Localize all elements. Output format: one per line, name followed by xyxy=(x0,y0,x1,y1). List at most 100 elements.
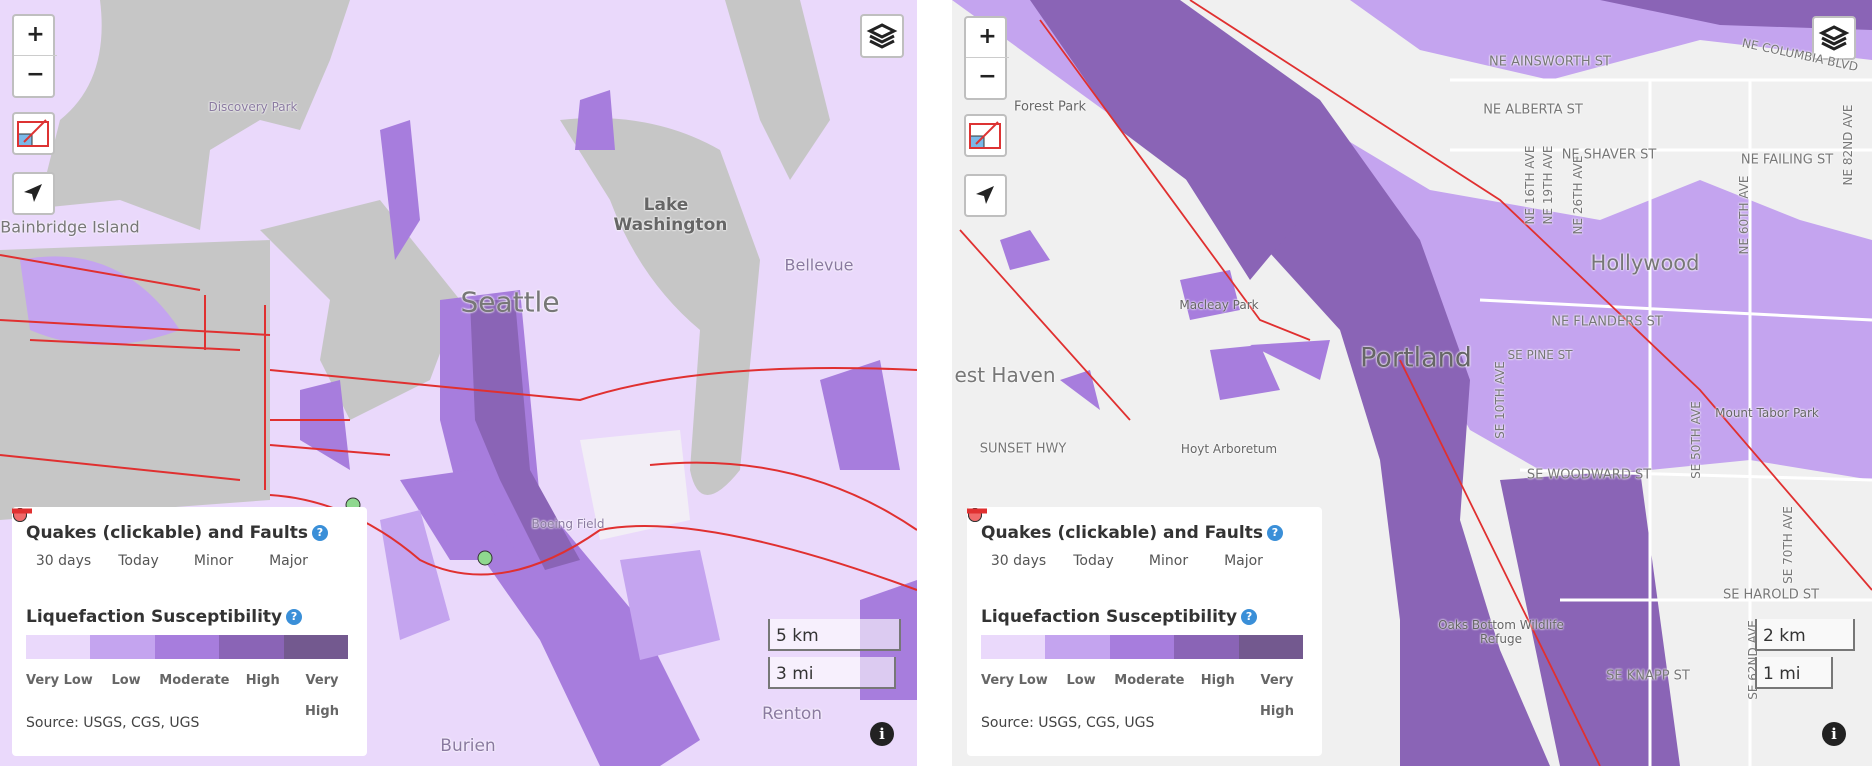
legend-item: Minor xyxy=(12,509,251,591)
color-swatch xyxy=(1045,635,1110,659)
place-label: est Haven xyxy=(954,363,1056,387)
info-button[interactable]: i xyxy=(870,722,894,746)
legend-subtitle-text: Liquefaction Susceptibility xyxy=(26,607,283,627)
legend-title-text: Quakes (clickable) and Faults xyxy=(981,523,1263,543)
place-label: SE HAROLD ST xyxy=(1722,587,1820,603)
place-label: SUNSET HWY xyxy=(979,441,1067,457)
place-label: Bainbridge Island xyxy=(0,217,140,237)
place-label: Renton xyxy=(761,704,823,724)
place-label: Lake Washington xyxy=(613,195,728,235)
place-label: SE KNAPP ST xyxy=(1606,668,1690,684)
place-label: Boeing Field xyxy=(531,517,605,531)
color-swatch xyxy=(1238,635,1304,659)
legend-item-label: 30 days xyxy=(35,553,92,569)
legend-subtitle: Liquefaction Susceptibility? xyxy=(26,607,353,627)
class-label: Low xyxy=(111,673,141,688)
help-icon[interactable]: ? xyxy=(1241,609,1258,625)
measure-button[interactable] xyxy=(12,112,55,155)
help-icon[interactable]: ? xyxy=(286,609,303,625)
legend-title-text: Quakes (clickable) and Faults xyxy=(26,523,308,543)
place-label: Hoyt Arboretum xyxy=(1180,442,1278,456)
locate-button[interactable] xyxy=(964,174,1007,217)
legend: Quakes (clickable) and Faults? 30 days Tod… xyxy=(12,507,367,756)
layers-button[interactable] xyxy=(1812,16,1856,60)
help-icon[interactable]: ? xyxy=(1266,525,1283,541)
zoom-in[interactable]: + xyxy=(966,18,1009,58)
place-label: NE 26TH AVE xyxy=(1571,155,1585,235)
place-label: NE SHAVER ST xyxy=(1561,147,1657,163)
color-swatch xyxy=(26,635,91,659)
place-label: NE AINSWORTH ST xyxy=(1489,54,1611,70)
place-label: Oaks Bottom Wildlife Refuge xyxy=(1438,618,1564,646)
zoom-control: + − xyxy=(964,16,1009,100)
measure-icon xyxy=(969,121,1001,149)
legend-item: 30 days xyxy=(968,508,1056,591)
quake-items: 30 days Today Minor Major xyxy=(967,508,1308,591)
legend-symbol xyxy=(967,509,1206,591)
place-label: Mount Tabor Park xyxy=(1715,406,1819,420)
class-label: Low xyxy=(1066,673,1096,688)
place-label: Portland xyxy=(1360,342,1472,374)
place-label: SE WOODWARD ST xyxy=(1526,467,1652,483)
zoom-out[interactable]: − xyxy=(26,62,45,87)
help-icon[interactable]: ? xyxy=(311,525,328,541)
measure-icon xyxy=(17,119,49,147)
legend-item: Major xyxy=(967,508,1281,591)
legend-item-label: Today xyxy=(118,553,159,569)
legend-source: Source: USGS, CGS, UGS xyxy=(26,715,200,731)
legend: Quakes (clickable) and Faults? 30 days Tod… xyxy=(967,507,1322,756)
quake-items: 30 days Today Minor Major xyxy=(12,508,353,591)
class-label: Moderate xyxy=(1114,673,1185,688)
class-label: High xyxy=(1200,673,1235,688)
place-label: NE 19TH AVE xyxy=(1541,145,1555,225)
zoom-in[interactable]: + xyxy=(14,16,57,56)
class-label: High xyxy=(245,673,280,688)
layers-icon xyxy=(866,23,898,49)
locate-button[interactable] xyxy=(12,172,55,215)
class-label: Very Low xyxy=(981,673,1048,688)
legend-subtitle-text: Liquefaction Susceptibility xyxy=(981,607,1238,627)
legend-title: Quakes (clickable) and Faults? xyxy=(26,523,353,543)
locate-icon xyxy=(24,184,42,202)
place-label: NE 16TH AVE xyxy=(1523,145,1537,225)
place-label: Forest Park xyxy=(1013,99,1087,115)
scale-mi: 1 mi xyxy=(1755,657,1833,689)
legend-item-label: Minor xyxy=(193,553,234,569)
legend-subtitle: Liquefaction Susceptibility? xyxy=(981,607,1308,627)
layers-button[interactable] xyxy=(860,14,904,58)
legend-symbol xyxy=(13,508,176,591)
info-button[interactable]: i xyxy=(1822,722,1846,746)
class-label: Very High xyxy=(305,673,339,719)
class-label: Moderate xyxy=(159,673,230,688)
color-ramp xyxy=(26,635,349,659)
legend-item: Today xyxy=(968,508,1131,591)
legend-symbol xyxy=(12,508,326,591)
color-swatch xyxy=(219,635,284,659)
class-label: Very Low xyxy=(26,673,93,688)
color-ramp xyxy=(981,635,1304,659)
zoom-out[interactable]: − xyxy=(978,64,997,89)
legend-symbol xyxy=(12,509,251,591)
legend-item-label: Today xyxy=(1073,553,1114,569)
place-label: NE ALBERTA ST xyxy=(1483,102,1583,118)
place-label: SE 50TH AVE xyxy=(1689,401,1703,479)
place-label: NE 82ND AVE xyxy=(1841,104,1855,186)
legend-item: Minor xyxy=(967,509,1206,591)
legend-symbol xyxy=(968,508,1131,591)
place-label: NE FLANDERS ST xyxy=(1551,314,1663,330)
legend-item-label: Minor xyxy=(1148,553,1189,569)
legend-symbol xyxy=(967,508,1281,591)
place-label: SE PINE ST xyxy=(1507,348,1573,362)
place-label: Discovery Park xyxy=(208,100,298,114)
place-label: SE 70TH AVE xyxy=(1781,506,1795,584)
color-swatch xyxy=(981,635,1046,659)
legend-symbol xyxy=(13,508,101,591)
measure-button[interactable] xyxy=(964,114,1007,157)
color-swatch xyxy=(1174,635,1239,659)
legend-symbol xyxy=(968,508,1056,591)
legend-item-label: 30 days xyxy=(990,553,1047,569)
place-label: Hollywood xyxy=(1590,251,1700,275)
locate-icon xyxy=(976,186,994,204)
place-label: Macleay Park xyxy=(1179,298,1259,312)
